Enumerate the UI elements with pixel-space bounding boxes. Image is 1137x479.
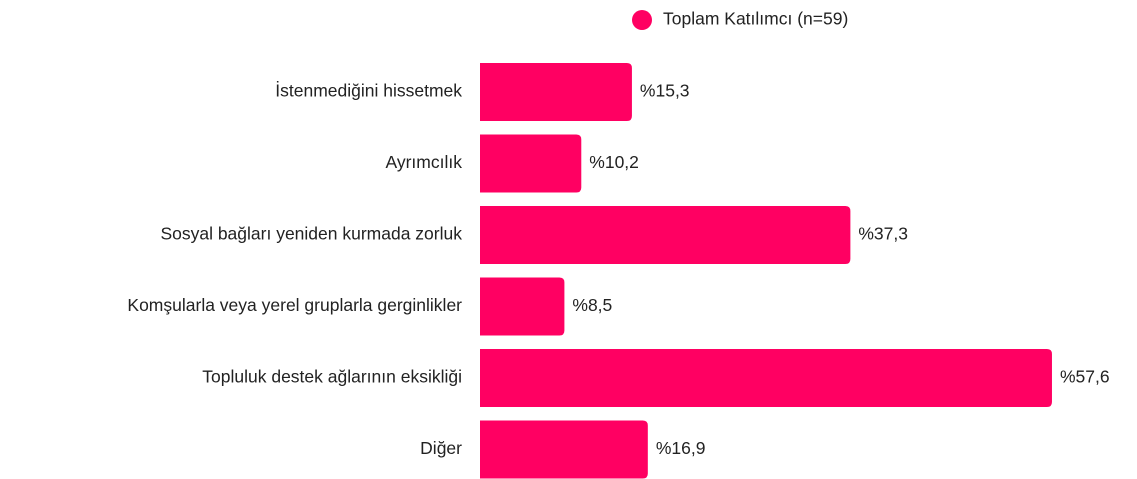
bar [480,349,1052,407]
bar [480,134,582,193]
value-label: %10,2 [589,152,639,172]
value-label: %37,3 [858,224,908,244]
value-label: %8,5 [572,295,612,315]
bar [480,206,851,264]
value-label: %16,9 [656,438,706,458]
category-label: Topluluk destek ağlarının eksikliği [202,367,462,387]
bar [480,420,648,479]
value-label: %57,6 [1060,367,1110,387]
category-label: Komşularla veya yerel gruplarla gerginli… [127,295,462,315]
category-label: Ayrımcılık [386,152,463,172]
category-label: Diğer [420,438,462,458]
category-label: İstenmediğini hissetmek [275,81,462,101]
value-label: %15,3 [640,81,690,101]
bar [480,63,632,121]
bar [480,277,565,336]
legend-swatch [632,10,652,30]
legend-label: Toplam Katılımcı (n=59) [663,9,848,29]
category-label: Sosyal bağları yeniden kurmada zorluk [160,224,462,244]
